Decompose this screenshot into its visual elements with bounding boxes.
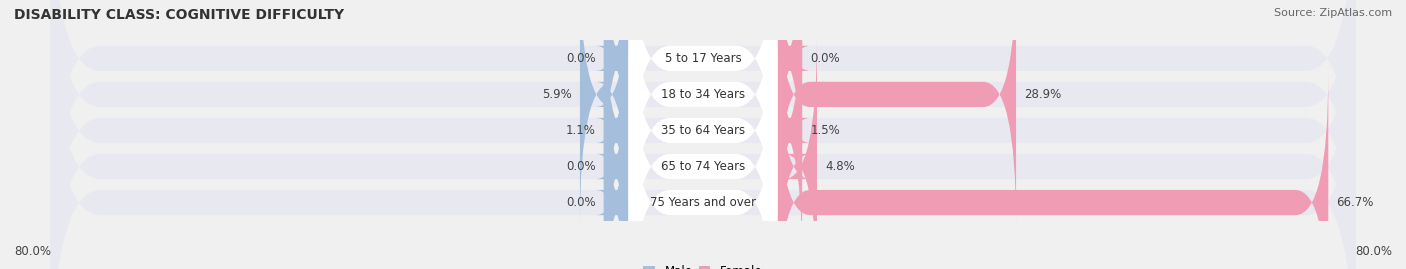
FancyBboxPatch shape bbox=[596, 0, 637, 262]
Text: 0.0%: 0.0% bbox=[567, 160, 596, 173]
Legend: Male, Female: Male, Female bbox=[638, 261, 768, 269]
FancyBboxPatch shape bbox=[596, 71, 637, 269]
Text: 1.5%: 1.5% bbox=[810, 124, 841, 137]
Text: 66.7%: 66.7% bbox=[1337, 196, 1374, 209]
Text: 4.8%: 4.8% bbox=[825, 160, 855, 173]
Text: 35 to 64 Years: 35 to 64 Years bbox=[661, 124, 745, 137]
Text: 0.0%: 0.0% bbox=[567, 52, 596, 65]
FancyBboxPatch shape bbox=[769, 0, 810, 262]
Text: Source: ZipAtlas.com: Source: ZipAtlas.com bbox=[1274, 8, 1392, 18]
FancyBboxPatch shape bbox=[596, 0, 637, 190]
FancyBboxPatch shape bbox=[596, 35, 637, 269]
FancyBboxPatch shape bbox=[628, 0, 778, 269]
Text: 0.0%: 0.0% bbox=[810, 52, 839, 65]
FancyBboxPatch shape bbox=[769, 0, 810, 190]
FancyBboxPatch shape bbox=[51, 0, 1355, 269]
FancyBboxPatch shape bbox=[628, 0, 778, 269]
FancyBboxPatch shape bbox=[628, 35, 778, 269]
FancyBboxPatch shape bbox=[579, 0, 628, 226]
FancyBboxPatch shape bbox=[778, 71, 1329, 269]
Text: 80.0%: 80.0% bbox=[1355, 245, 1392, 258]
Text: DISABILITY CLASS: COGNITIVE DIFFICULTY: DISABILITY CLASS: COGNITIVE DIFFICULTY bbox=[14, 8, 344, 22]
FancyBboxPatch shape bbox=[51, 0, 1355, 269]
Text: 18 to 34 Years: 18 to 34 Years bbox=[661, 88, 745, 101]
FancyBboxPatch shape bbox=[778, 0, 1017, 226]
Text: 80.0%: 80.0% bbox=[14, 245, 51, 258]
FancyBboxPatch shape bbox=[628, 0, 778, 226]
FancyBboxPatch shape bbox=[51, 0, 1355, 269]
FancyBboxPatch shape bbox=[628, 0, 778, 262]
Text: 0.0%: 0.0% bbox=[567, 196, 596, 209]
Text: 28.9%: 28.9% bbox=[1025, 88, 1062, 101]
Text: 65 to 74 Years: 65 to 74 Years bbox=[661, 160, 745, 173]
FancyBboxPatch shape bbox=[51, 0, 1355, 262]
FancyBboxPatch shape bbox=[778, 35, 817, 269]
Text: 1.1%: 1.1% bbox=[565, 124, 596, 137]
FancyBboxPatch shape bbox=[51, 0, 1355, 269]
Text: 5 to 17 Years: 5 to 17 Years bbox=[665, 52, 741, 65]
Text: 75 Years and over: 75 Years and over bbox=[650, 196, 756, 209]
Text: 5.9%: 5.9% bbox=[541, 88, 572, 101]
